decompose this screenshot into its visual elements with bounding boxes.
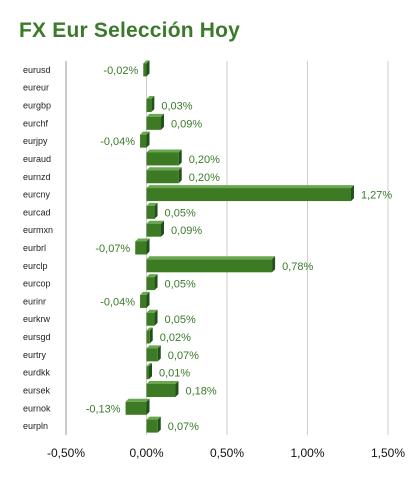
bar [146,380,179,397]
category-labels: eurusd eureur eurgbp eurchf eurjpy euraud eurn… [23,65,53,431]
bar [146,327,153,344]
value-label: 0,07% [168,350,199,362]
value-label: 0,18% [185,385,216,397]
category-label: eurdkk [23,368,51,378]
x-tick-label: 0,50% [210,446,244,460]
value-label: -0,04% [100,296,135,308]
chart-title: FX Eur Selección Hoy [19,19,241,42]
category-label: eurbrl [23,243,46,253]
bar [146,309,158,326]
category-label: eurkrw [23,314,51,324]
category-label: eurnzd [23,172,51,182]
category-label: eurtry [23,350,47,360]
bar [146,113,164,130]
category-label: eurusd [23,65,51,75]
x-tick-label: 1,50% [371,446,405,460]
bar [140,291,150,308]
bar [140,131,150,148]
category-label: eurpln [23,421,48,431]
value-label: 0,01% [159,368,190,380]
value-label: -0,04% [100,136,135,148]
value-label: 0,09% [171,118,202,130]
value-label: 0,05% [165,279,196,291]
bar [146,167,182,184]
value-labels: -0,02% 0,03% 0,09% -0,04% 0,20% 0,20% 1,27% 0,0… [86,65,393,433]
value-label: -0,02% [103,65,138,77]
category-label: eurcop [23,279,51,289]
bar [146,363,152,380]
bar [125,398,150,415]
bar [146,345,161,362]
category-label: eureur [23,83,49,93]
bar [146,256,276,273]
bar [146,220,164,237]
category-label: eurcad [23,207,51,217]
value-label: 0,09% [171,225,202,237]
x-tick-label: -0,50% [47,446,85,460]
bar [146,274,158,291]
value-label: 0,05% [165,314,196,326]
category-label: eurinr [23,296,46,306]
value-label: 0,03% [161,101,192,113]
value-label: 1,27% [361,190,392,202]
category-label: euraud [23,154,51,164]
value-label: -0,13% [86,403,121,415]
value-label: 0,20% [189,154,220,166]
category-label: eursek [23,385,51,395]
category-label: eurjpy [23,136,48,146]
value-label: 0,07% [168,421,199,433]
bar [146,416,161,433]
bar [146,149,182,166]
x-tick-labels: -0,50% 0,00% 0,50% 1,00% 1,50% [47,446,405,460]
category-label: eurchf [23,118,49,128]
value-label: 0,20% [189,172,220,184]
x-tick-label: 0,00% [129,446,163,460]
bar [146,96,155,113]
category-label: eurclp [23,261,48,271]
category-label: eurmxn [23,225,53,235]
bar [143,60,150,77]
value-label: -0,07% [95,243,130,255]
bars [125,60,354,433]
value-label: 0,02% [160,332,191,344]
value-label: 0,05% [165,207,196,219]
bar [146,202,158,219]
bar [135,238,150,255]
value-label: 0,78% [282,261,313,273]
x-tick-label: 1,00% [290,446,324,460]
category-label: eurnok [23,403,51,413]
category-label: eurcny [23,190,51,200]
category-label: eurgbp [23,101,51,111]
bar [146,185,354,202]
category-label: eursgd [23,332,51,342]
